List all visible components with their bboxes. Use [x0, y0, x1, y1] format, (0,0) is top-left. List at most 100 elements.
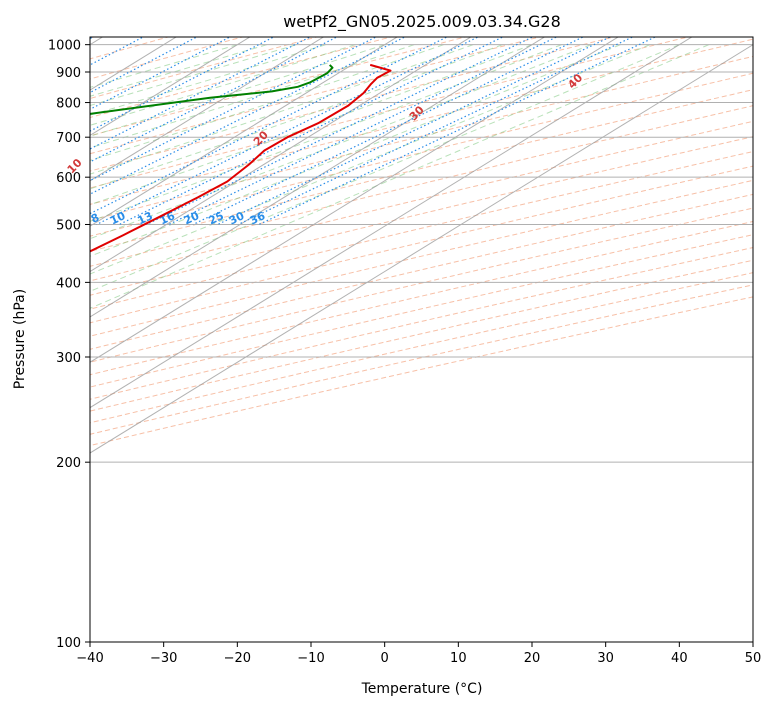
- mixing-ratio-line: [90, 37, 339, 163]
- dry-adiabat-line: [90, 89, 753, 252]
- x-axis-label: Temperature (°C): [361, 681, 483, 697]
- moist-adiabat-line: [90, 44, 592, 240]
- mixing-ratio-line: [168, 37, 558, 226]
- dry-adiabat-line: [90, 234, 753, 388]
- mixing-ratio-label: 36: [248, 209, 268, 227]
- x-tick-label: 40: [671, 651, 688, 666]
- y-tick-label: 1000: [48, 39, 81, 54]
- dry-adiabat-line: [90, 221, 753, 376]
- dry-adiabat-line: [90, 259, 753, 412]
- dry-adiabat-line: [90, 193, 753, 350]
- y-tick-label: 700: [56, 131, 81, 146]
- y-axis-label: Pressure (hPa): [12, 289, 28, 389]
- dry-adiabat-line: [90, 72, 753, 237]
- moist-adiabat-line: [90, 44, 651, 275]
- profile-layer: [90, 63, 392, 253]
- y-tick-label: 300: [56, 351, 81, 366]
- y-tick-label: 900: [56, 66, 81, 81]
- dry-adiabat-line: [90, 136, 753, 296]
- mixing-ratio-line: [90, 37, 378, 182]
- x-tick-label: 30: [597, 651, 614, 666]
- moist-adiabat-line: [90, 44, 297, 107]
- dry-adiabat-line: [90, 37, 319, 100]
- dry-adiabat-line: [90, 179, 753, 337]
- mixing-ratio-line: [90, 37, 145, 66]
- dry-adiabat-line: [90, 165, 753, 324]
- dry-adiabat-line: [90, 37, 245, 80]
- x-tick-label: −20: [224, 651, 251, 666]
- dry-adiabat-line: [90, 37, 393, 119]
- mixing-ratio-line: [96, 37, 480, 226]
- moist-adiabat-line: [90, 44, 533, 206]
- dry-adiabat-line: [90, 37, 690, 189]
- line-label-layer: 810131620253036-100-90-80-70-60-50-40-30…: [65, 71, 586, 227]
- y-tick-label: 100: [56, 636, 81, 651]
- moist-adiabat-line: [90, 44, 680, 292]
- moist-adiabat-line: [90, 44, 267, 97]
- moist-adiabat-line: [90, 44, 238, 88]
- plot-frame: [89, 36, 754, 643]
- mixing-ratio-line: [90, 37, 312, 150]
- dry-adiabat-line: [90, 37, 616, 172]
- x-axis: −40 −30 −20 −10 0 10 20 30 40 50: [76, 642, 761, 666]
- x-tick-label: 20: [524, 651, 541, 666]
- mixing-ratio-label: 30: [227, 209, 247, 227]
- isotherm-line: [90, 37, 693, 409]
- x-tick-label: 50: [745, 651, 762, 666]
- temperature-profile-line: [90, 63, 392, 253]
- x-tick-label: 0: [381, 651, 389, 666]
- dry-adiabat-line: [90, 284, 753, 435]
- y-tick-label: 400: [56, 276, 81, 291]
- mixing-ratio-line: [258, 37, 657, 226]
- mixing-ratio-line: [90, 37, 407, 195]
- dry-adiabat-line: [90, 37, 468, 137]
- moist-adiabat-line: [90, 44, 356, 126]
- chart-title: wetPf2_GN05.2025.009.03.34.G28: [283, 12, 561, 32]
- grid-layer: [90, 37, 753, 642]
- moist-adiabat-line: [90, 44, 415, 149]
- mixing-ratio-label: 13: [135, 209, 154, 227]
- isotherm-line: [90, 37, 251, 136]
- isotherm-line: [90, 44, 753, 454]
- moist-adiabat-label: 40: [565, 71, 585, 91]
- mixing-ratio-line: [119, 37, 504, 226]
- moist-adiabat-line: [90, 44, 562, 222]
- y-tick-label: 800: [56, 97, 81, 112]
- isotherm-line: [90, 37, 399, 227]
- x-tick-label: −40: [76, 651, 103, 666]
- mixing-ratio-label: 10: [108, 209, 128, 227]
- dry-adiabat-line: [90, 38, 753, 205]
- mixing-ratio-line: [237, 37, 634, 226]
- mixing-ratio-line: [90, 37, 199, 94]
- moist-adiabat-line: [90, 44, 621, 257]
- mixing-ratio-label: 16: [158, 209, 178, 227]
- mixing-ratio-line: [90, 37, 95, 40]
- mixing-ratio-line: [90, 37, 449, 215]
- moist-adiabat-line: [90, 44, 444, 161]
- mixing-ratio-label: 20: [182, 209, 202, 227]
- y-tick-label: 500: [56, 218, 81, 233]
- moist-adiabat-line: [90, 44, 326, 116]
- mixing-ratio-line: [146, 37, 534, 226]
- isotherm-line: [90, 37, 472, 273]
- moist-adiabat-line: [90, 44, 503, 190]
- dry-adiabat-line: [90, 55, 753, 221]
- y-axis: 100 200 300 400 500 600 700 800 900 1000: [48, 39, 90, 651]
- x-tick-label: 10: [450, 651, 467, 666]
- dry-adiabat-line: [90, 207, 753, 363]
- dry-adiabat-line: [90, 105, 753, 267]
- dry-adiabat-line: [90, 247, 753, 400]
- x-tick-label: −10: [297, 651, 324, 666]
- y-tick-label: 600: [56, 171, 81, 186]
- isotherm-line: [90, 37, 325, 182]
- dry-adiabat-line: [90, 151, 753, 310]
- y-tick-label: 200: [56, 456, 81, 471]
- mixing-ratio-line: [90, 37, 275, 132]
- mixing-ratio-label: 25: [207, 209, 226, 227]
- x-tick-label: −30: [150, 651, 177, 666]
- dry-adiabat-line: [90, 37, 542, 155]
- isotherm-line: [90, 37, 620, 363]
- moist-adiabat-line: [90, 44, 709, 309]
- dry-adiabat-line: [90, 120, 753, 282]
